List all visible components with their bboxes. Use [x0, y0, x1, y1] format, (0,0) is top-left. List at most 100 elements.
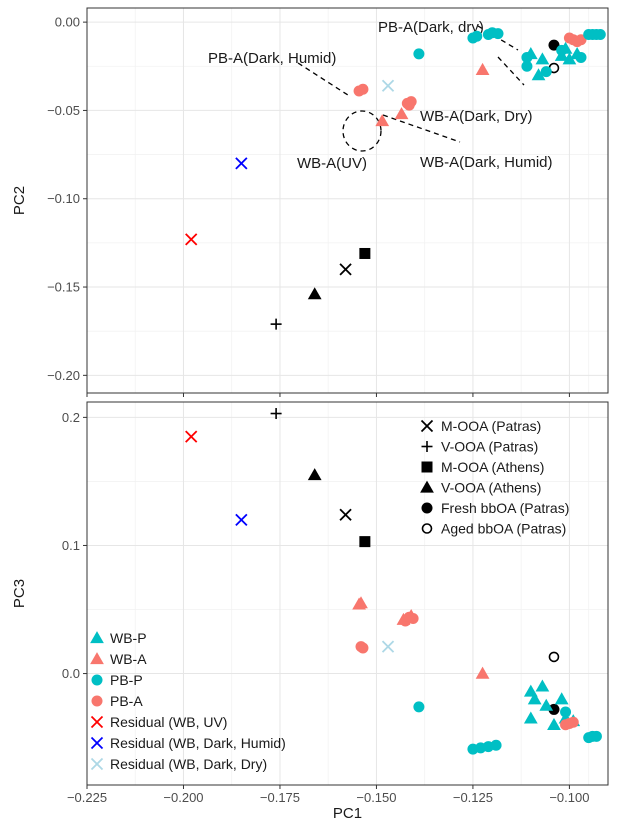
data-point	[548, 651, 560, 663]
legend-marker	[421, 461, 433, 473]
legend-label: V-OOA (Athens)	[441, 480, 541, 496]
data-point	[539, 698, 554, 711]
data-point	[413, 48, 425, 60]
legend-marker	[91, 695, 103, 707]
data-point	[531, 68, 546, 81]
data-point	[575, 51, 587, 63]
y-tick-label: −0.15	[47, 280, 80, 295]
data-point	[307, 287, 322, 300]
data-point	[359, 536, 371, 548]
legend-label: Fresh bbOA (Patras)	[441, 500, 569, 516]
y-tick-label: 0.0	[62, 666, 80, 681]
y-axis-title: PC2	[11, 186, 28, 215]
data-point	[548, 703, 560, 715]
legend-label: M-OOA (Patras)	[441, 418, 541, 434]
data-point	[355, 641, 367, 653]
legend-marker	[90, 736, 104, 750]
legend-label: Residual (WB, Dark, Dry)	[110, 756, 267, 772]
x-tick-label: −0.175	[260, 790, 300, 805]
data-point	[590, 730, 602, 742]
data-point	[354, 596, 368, 609]
y-tick-label: −0.05	[47, 103, 80, 118]
legend-marker	[90, 652, 104, 665]
data-point	[185, 233, 198, 246]
y-axis-title: PC3	[11, 579, 28, 608]
legend-label: Residual (WB, UV)	[110, 714, 227, 730]
data-point	[567, 716, 579, 728]
data-point	[307, 468, 322, 481]
data-point	[339, 508, 352, 521]
legend-label: M-OOA (Athens)	[441, 459, 544, 475]
data-point	[521, 60, 533, 72]
data-point	[413, 701, 425, 713]
legend-label: PB-A	[110, 693, 143, 709]
data-point	[554, 692, 569, 705]
data-point	[270, 318, 282, 330]
x-tick-label: −0.150	[356, 790, 396, 805]
data-point	[575, 34, 587, 46]
data-point	[490, 739, 502, 751]
annotation-leader	[497, 56, 525, 86]
annotation-ellipse	[342, 110, 382, 152]
y-tick-label: −0.20	[47, 368, 80, 383]
legend-label: Residual (WB, Dark, Humid)	[110, 735, 286, 751]
legend-marker	[90, 715, 104, 729]
data-point	[527, 692, 542, 705]
data-point	[235, 157, 248, 170]
legend-label: WB-P	[110, 630, 147, 646]
annotation-leader	[382, 114, 461, 143]
data-point	[403, 99, 415, 111]
x-axis-title: PC1	[333, 805, 362, 822]
x-tick-label: −0.100	[549, 790, 589, 805]
legend-label: V-OOA (Patras)	[441, 439, 538, 455]
data-point	[547, 717, 561, 730]
legend-marker	[90, 631, 104, 644]
data-point	[475, 666, 490, 679]
data-point	[523, 47, 538, 60]
legend-marker	[91, 674, 103, 686]
y-tick-label: 0.1	[62, 538, 80, 553]
data-point	[475, 62, 490, 75]
data-point	[594, 28, 606, 40]
data-point	[548, 39, 560, 51]
data-point	[381, 79, 395, 92]
data-point	[535, 52, 550, 65]
annotation-leader	[297, 62, 352, 98]
annotation-label: PB-A(Dark, Humid)	[208, 50, 336, 67]
annotation-label: WB-A(Dark, Humid)	[420, 154, 553, 171]
legend-marker	[420, 480, 434, 493]
data-point	[381, 640, 395, 653]
data-point	[339, 263, 352, 276]
x-tick-label: −0.225	[67, 790, 107, 805]
data-point	[394, 107, 409, 120]
annotation-label: PB-A(Dark, dry)	[378, 19, 484, 36]
data-point	[353, 85, 365, 97]
data-point	[359, 247, 371, 259]
data-point	[185, 430, 198, 443]
y-tick-label: 0.00	[55, 15, 80, 30]
data-point	[540, 66, 552, 78]
data-point	[270, 408, 282, 420]
data-point	[235, 513, 248, 526]
data-point	[562, 52, 577, 65]
legend-marker	[421, 502, 433, 514]
data-point	[523, 711, 538, 724]
legend-label: Aged bbOA (Patras)	[441, 521, 566, 537]
legend-marker	[421, 441, 433, 452]
data-point	[535, 679, 550, 692]
annotation-label: WB-A(Dark, Dry)	[420, 108, 533, 125]
data-point	[560, 706, 572, 718]
data-point	[556, 44, 568, 56]
data-point	[404, 609, 419, 622]
panel-border	[86, 401, 609, 786]
annotation-label: WB-A(UV)	[297, 155, 367, 172]
data-point	[471, 30, 483, 42]
data-point	[492, 28, 504, 40]
legend-marker	[90, 757, 104, 771]
panel-border	[86, 7, 609, 394]
x-tick-label: −0.200	[163, 790, 203, 805]
legend-marker	[421, 523, 433, 534]
y-tick-label: −0.10	[47, 191, 80, 206]
